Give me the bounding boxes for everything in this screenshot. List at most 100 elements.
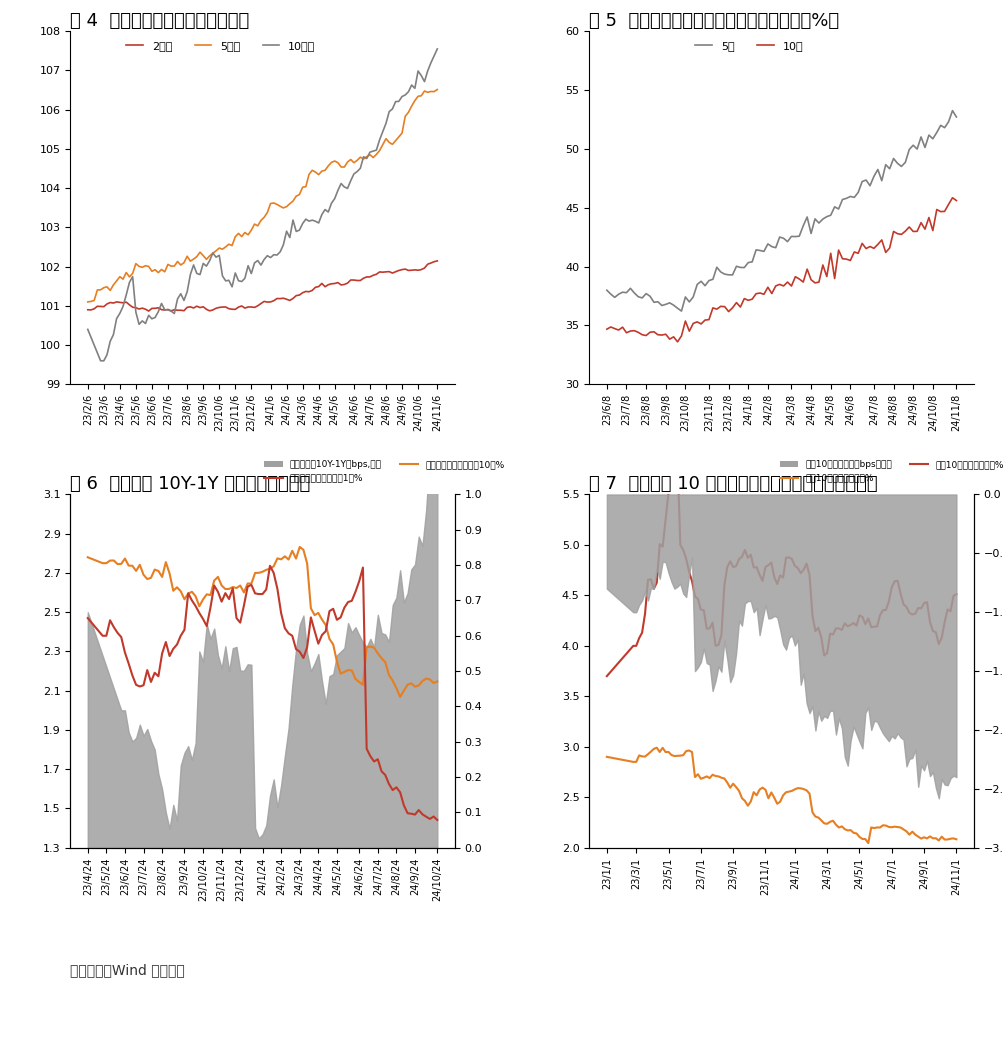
10年期: [411, 64, 423, 77]
美国10年期国债收益率%: [676, 544, 688, 556]
Line: 中债国债到期收益率：1年%: 中债国债到期收益率：1年%: [87, 566, 437, 820]
2年期: [188, 302, 200, 315]
中债国债到期收益率：10年%: [345, 664, 357, 677]
中债国债到期收益率：10年%: [394, 690, 406, 703]
5年: [903, 143, 915, 156]
Line: 美国10年期国债收益率%: 美国10年期国债收益率%: [606, 450, 956, 676]
2年期: [245, 301, 257, 313]
5年期: [81, 296, 93, 308]
10年: [950, 194, 962, 207]
中国10年期国债收益率%: [697, 771, 709, 784]
10年期: [245, 268, 257, 280]
中债国债到期收益率：1年%: [96, 629, 108, 641]
5年: [675, 305, 687, 318]
中债国债到期收益率：1年%: [331, 613, 343, 626]
Legend: 5年, 10年: 5年, 10年: [690, 36, 806, 56]
Text: 图 6  上周国债 10Y-1Y 期限利差继续走阔: 图 6 上周国债 10Y-1Y 期限利差继续走阔: [70, 475, 310, 493]
Line: 10年期: 10年期: [87, 49, 437, 361]
中债国债到期收益率：10年%: [431, 675, 443, 687]
Text: 数据来源：Wind 东方金诚: 数据来源：Wind 东方金诚: [70, 963, 185, 978]
Text: 图 7  上周中美 10 年期国债利差倒挂幅度继续小幅加深: 图 7 上周中美 10 年期国债利差倒挂幅度继续小幅加深: [589, 475, 877, 493]
美国10年期国债收益率%: [941, 603, 953, 616]
Legend: 中美10年期国债利差bps，右轴, 中国10年期国债收益率%, 美国10年期国债收益率%: 中美10年期国债利差bps，右轴, 中国10年期国债收益率%, 美国10年期国债…: [776, 457, 1003, 487]
10年: [671, 335, 683, 348]
中债国债到期收益率：10年%: [323, 633, 335, 646]
中国10年期国债收益率%: [944, 832, 956, 845]
中债国债到期收益率：1年%: [323, 605, 335, 618]
美国10年期国债收益率%: [796, 564, 808, 576]
Line: 中国10年期国债收益率%: 中国10年期国债收益率%: [606, 747, 956, 843]
美国10年期国债收益率%: [950, 588, 962, 600]
10年: [848, 246, 860, 258]
中债国债到期收益率：10年%: [331, 655, 343, 667]
5年: [950, 111, 962, 124]
中债国债到期收益率：1年%: [345, 595, 357, 607]
10年期: [188, 258, 200, 271]
中债国债到期收益率：1年%: [342, 596, 354, 608]
5年: [848, 191, 860, 203]
美国10年期国债收益率%: [671, 444, 683, 457]
美国10年期国债收益率%: [844, 619, 856, 631]
10年期: [424, 57, 436, 70]
5年: [647, 296, 659, 308]
中国10年期国债收益率%: [676, 749, 688, 762]
10年期: [81, 323, 93, 335]
2年期: [424, 256, 436, 269]
5年期: [408, 94, 420, 107]
Line: 中债国债到期收益率：10年%: 中债国债到期收益率：10年%: [87, 547, 437, 696]
5年期: [328, 155, 340, 167]
5年期: [242, 228, 254, 241]
2年期: [255, 297, 267, 309]
10年期: [332, 184, 344, 196]
Line: 10年: 10年: [606, 198, 956, 342]
中债国债到期收益率：10年%: [294, 541, 306, 553]
Text: 图 5  上周各期限国开债隐含税率继续上行（%）: 图 5 上周各期限国开债隐含税率继续上行（%）: [589, 11, 839, 30]
2年期: [431, 254, 443, 267]
中国10年期国债收益率%: [862, 837, 874, 849]
中国10年期国债收益率%: [882, 821, 894, 834]
5年: [710, 261, 722, 273]
Text: 图 4  上周各期限国债期货持续上涨: 图 4 上周各期限国债期货持续上涨: [70, 11, 250, 30]
中债国债到期收益率：1年%: [431, 814, 443, 826]
10年: [895, 228, 907, 241]
中国10年期国债收益率%: [950, 834, 962, 846]
中国10年期国债收益率%: [600, 750, 612, 763]
5年: [895, 160, 907, 172]
中债国债到期收益率：10年%: [81, 551, 93, 564]
2年期: [142, 305, 154, 318]
美国10年期国债收益率%: [697, 604, 709, 617]
5年期: [252, 220, 264, 233]
2年期: [411, 264, 423, 276]
2年期: [81, 303, 93, 316]
5年: [938, 121, 950, 134]
5年: [600, 284, 612, 297]
Legend: 期限利差（10Y-1Y）bps,右轴, 中债国债到期收益率：1年%, 中债国债到期收益率：10年%: 期限利差（10Y-1Y）bps,右轴, 中债国债到期收益率：1年%, 中债国债到…: [261, 457, 508, 487]
10年期: [255, 258, 267, 271]
美国10年期国债收益率%: [879, 604, 891, 617]
5年: [946, 105, 958, 117]
Line: 2年期: 2年期: [87, 261, 437, 311]
中国10年期国债收益率%: [844, 824, 856, 837]
中债国债到期收益率：10年%: [96, 557, 108, 570]
10年: [710, 303, 722, 316]
Line: 5年期: 5年期: [87, 89, 437, 302]
5年期: [431, 83, 443, 95]
10年期: [97, 355, 109, 367]
中债国债到期收益率：1年%: [264, 559, 276, 572]
10年: [946, 192, 958, 204]
10年: [938, 206, 950, 218]
中债国债到期收益率：10年%: [342, 664, 354, 677]
5年期: [185, 255, 197, 268]
10年: [600, 323, 612, 335]
10年期: [431, 43, 443, 55]
2年期: [332, 276, 344, 289]
Line: 5年: 5年: [606, 111, 956, 311]
中债国债到期收益率：10年%: [144, 572, 156, 584]
5年期: [421, 86, 433, 99]
Legend: 2年期, 5年期, 10年期: 2年期, 5年期, 10年期: [121, 36, 320, 56]
中债国债到期收益率：1年%: [144, 676, 156, 688]
中国10年期国债收益率%: [650, 741, 662, 754]
10年: [903, 221, 915, 234]
美国10年期国债收益率%: [600, 670, 612, 682]
中债国债到期收益率：1年%: [81, 611, 93, 624]
